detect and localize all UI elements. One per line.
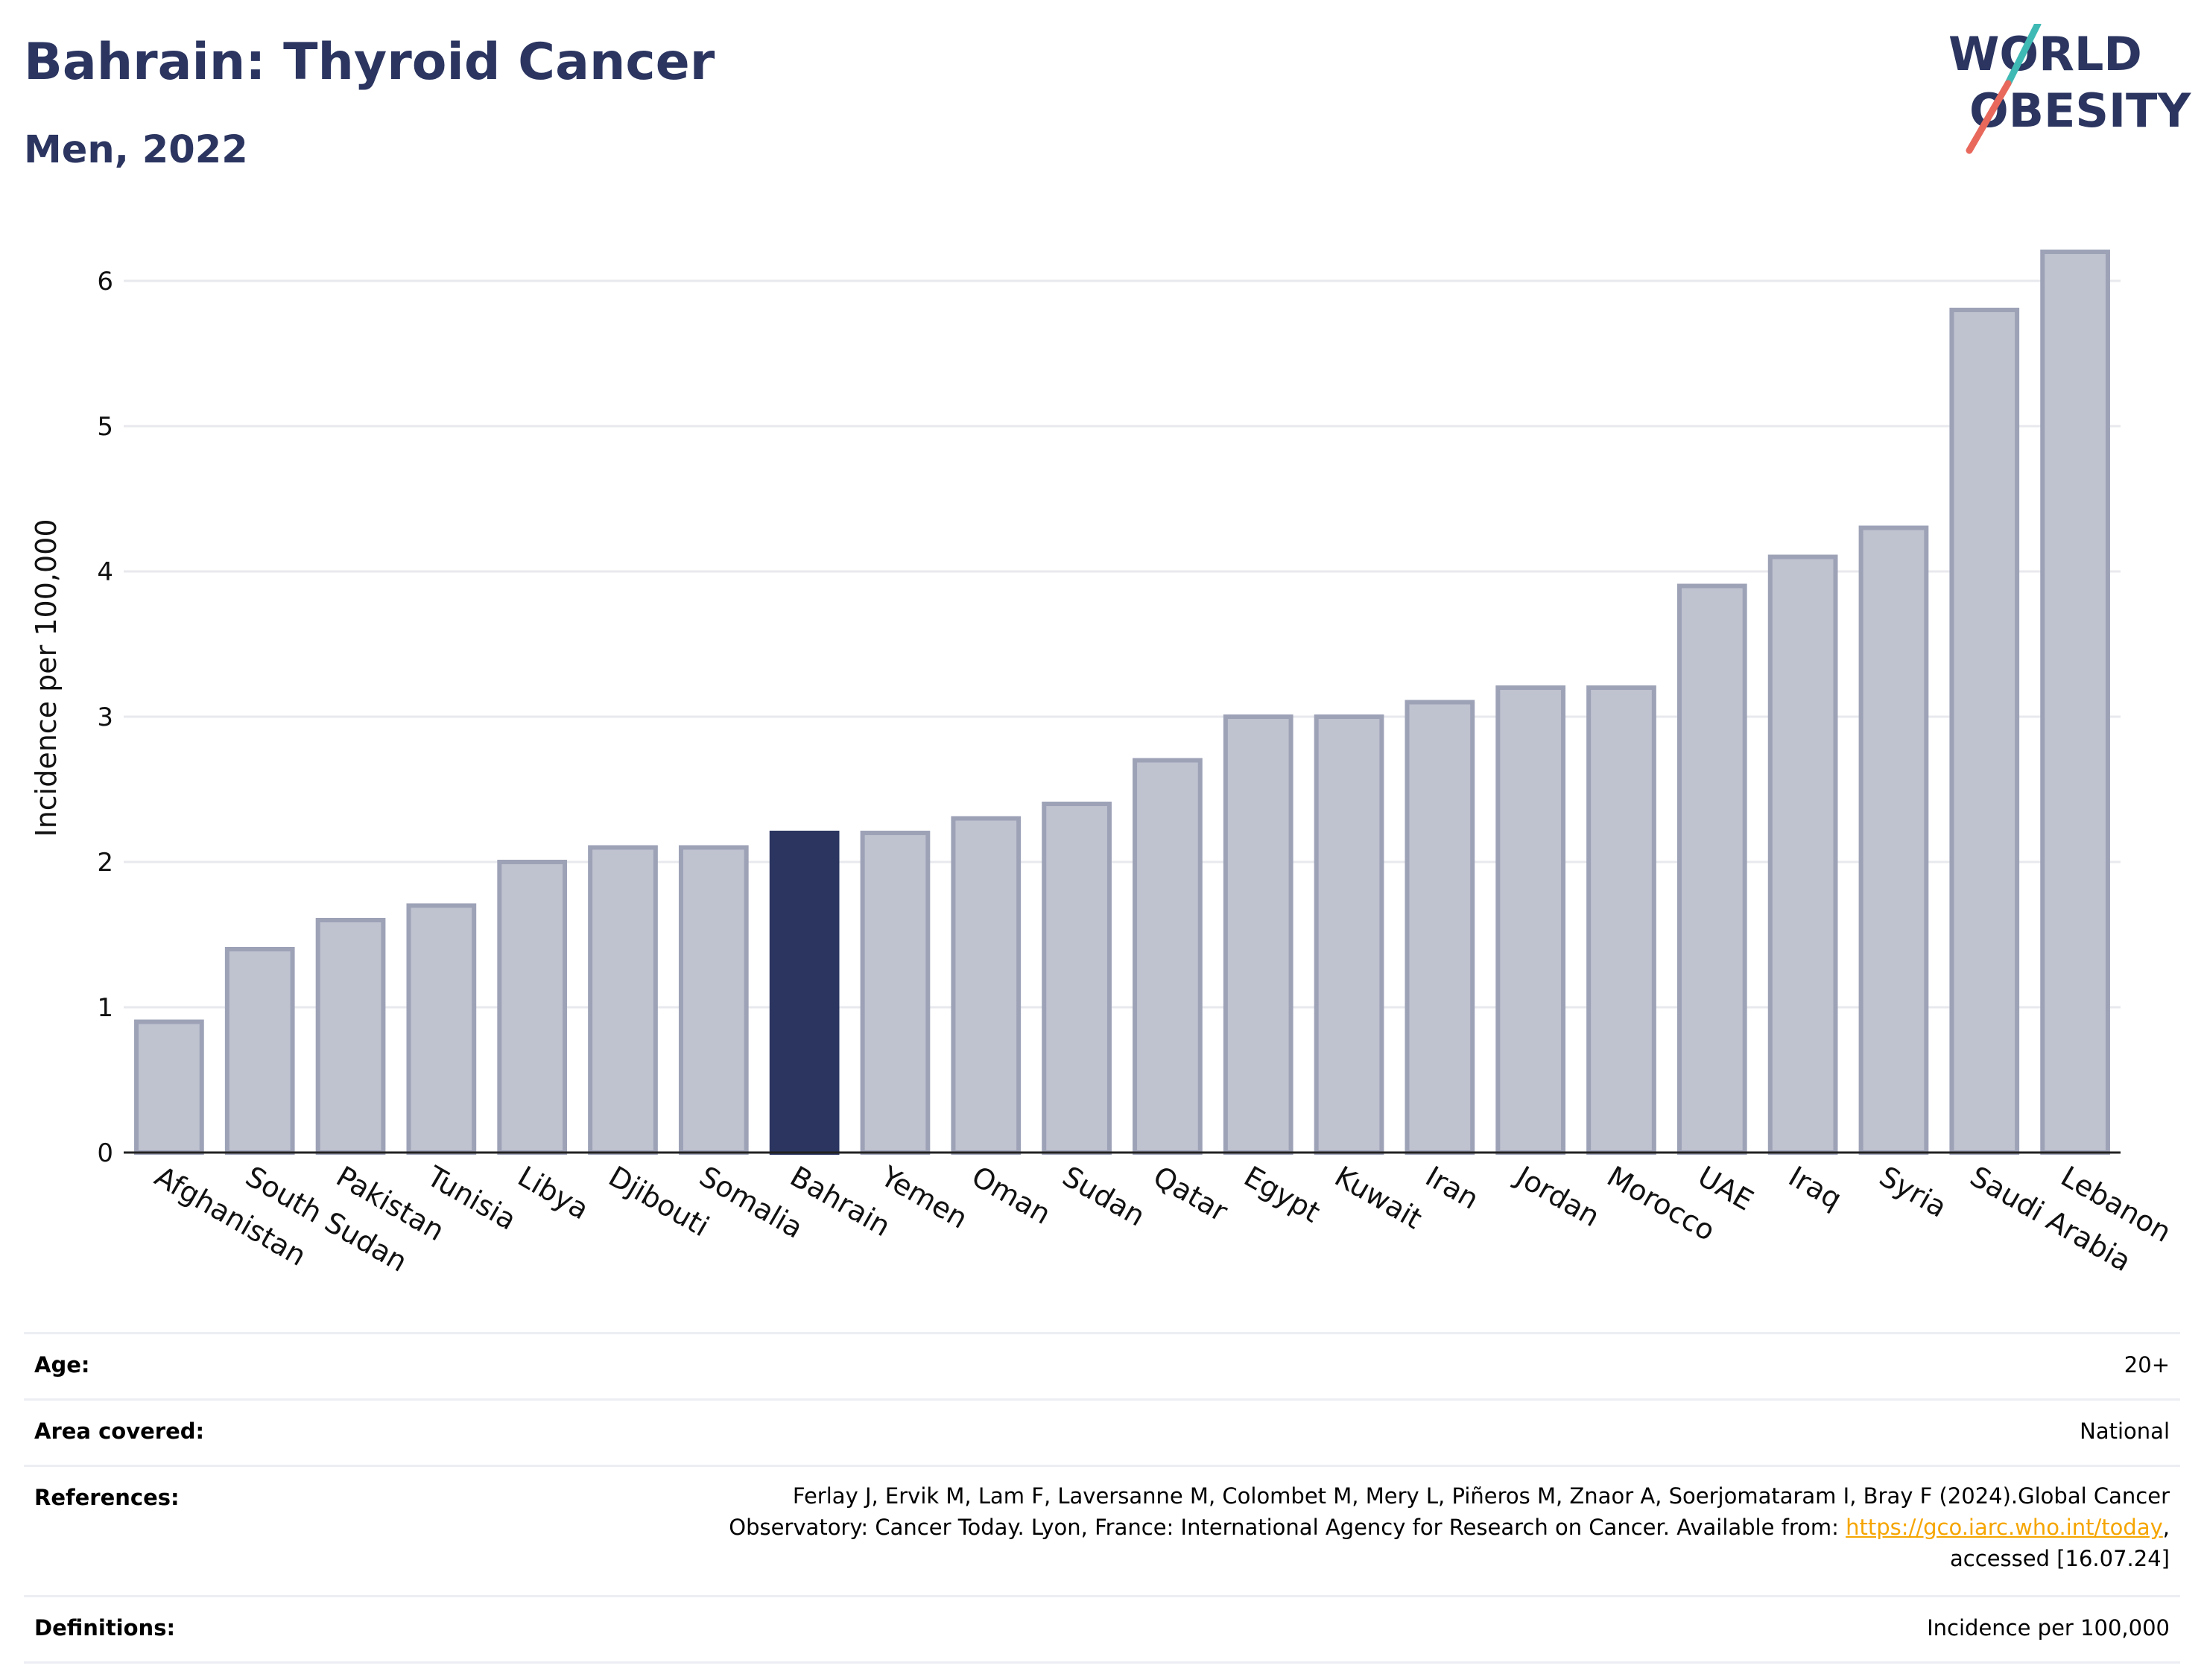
y-tick-label: 3 [97,703,113,732]
metadata-table: Age: 20+ Area covered: National Referenc… [24,1332,2180,1664]
meta-label-references: References: [34,1485,180,1510]
chart-subtitle: Men, 2022 [24,128,248,172]
bar-iraq[interactable] [1767,554,1838,1155]
bar-afghanistan[interactable] [134,1019,204,1155]
bars [134,250,2110,1155]
bar-egypt[interactable] [1223,714,1293,1155]
bar-pakistan[interactable] [315,918,386,1155]
bar-lebanon[interactable] [2040,250,2110,1155]
reference-link[interactable]: https://gco.iarc.who.int/today [1846,1515,2163,1540]
reference-line-3: accessed [16.07.24] [1950,1546,2170,1571]
y-tick-label: 5 [97,412,113,442]
x-tick-label: Jordan [1510,1159,1605,1234]
meta-row-definitions: Definitions: Incidence per 100,000 [24,1595,2180,1664]
x-tick-label: Afghanistan [149,1160,311,1272]
reference-line-1: Ferlay J, Ervik M, Lam F, Laversanne M, … [792,1483,2170,1509]
bar-uae[interactable] [1676,583,1747,1155]
meta-row-area-covered: Area covered: National [24,1398,2180,1465]
x-tick-label: Iraq [1783,1160,1847,1216]
y-tick-label: 0 [97,1138,113,1168]
x-tick-label: Oman [966,1160,1057,1231]
reference-line-2-text: Observatory: Cancer Today. Lyon, France:… [729,1515,1846,1540]
meta-value-age: 20+ [2124,1352,2170,1378]
bar-yemen[interactable] [860,831,931,1155]
y-tick-label: 1 [97,993,113,1023]
meta-value-area-covered: National [2080,1419,2170,1444]
bar-djibouti[interactable] [588,845,658,1155]
logo-line-world: WORLD [1948,27,2142,81]
x-tick-label: Bahrain [785,1160,896,1243]
world-obesity-logo: WORLD OBESITY [1948,24,2191,154]
x-tick-label: Djibouti [604,1160,715,1243]
bar-tunisia[interactable] [406,903,477,1155]
reference-line-2: Observatory: Cancer Today. Lyon, France:… [729,1512,2170,1543]
bar-qatar[interactable] [1133,758,1203,1155]
logo-slash-teal [2004,24,2042,87]
y-tick-label: 2 [97,848,113,878]
chart-title: Bahrain: Thyroid Cancer [24,33,715,92]
y-axis-label: Incidence per 100,000 [30,519,63,837]
x-tick-label: Iran [1420,1160,1484,1216]
bar-kuwait[interactable] [1314,714,1384,1155]
x-tick-label: Kuwait [1329,1160,1428,1236]
meta-label-age: Age: [34,1352,90,1378]
x-tick-label: Somalia [694,1160,808,1245]
meta-value-definitions: Incidence per 100,000 [1927,1615,2170,1641]
meta-label-area-covered: Area covered: [34,1419,205,1444]
bar-south-sudan[interactable] [224,947,295,1155]
y-tick-label: 4 [97,557,113,587]
x-tick-label: Sudan [1057,1160,1151,1233]
x-tick-label: Libya [513,1160,595,1226]
logo-slash-coral [1966,80,2012,154]
bar-sudan[interactable] [1042,802,1112,1155]
bar-oman[interactable] [951,816,1022,1155]
bar-syria[interactable] [1858,525,1929,1155]
x-tick-label: Egypt [1238,1160,1326,1229]
meta-value-references: Ferlay J, Ervik M, Lam F, Laversanne M, … [729,1480,2170,1574]
bar-morocco[interactable] [1586,685,1656,1155]
bar-bahrain[interactable] [769,831,840,1155]
y-axis-ticks: 0 1 2 3 4 5 6 [97,267,113,1168]
meta-row-references: References: Ferlay J, Ervik M, Lam F, La… [24,1465,2180,1595]
y-tick-label: 6 [97,267,113,297]
bar-iran[interactable] [1405,700,1475,1155]
meta-row-age: Age: 20+ [24,1332,2180,1398]
bar-jordan[interactable] [1495,685,1566,1155]
x-tick-label: Syria [1874,1160,1952,1224]
reference-line-2-end: , [2162,1515,2170,1540]
meta-label-definitions: Definitions: [34,1615,176,1641]
x-tick-label: Qatar [1147,1160,1233,1229]
bar-saudi-arabia[interactable] [1949,308,2020,1155]
bar-somalia[interactable] [678,845,749,1155]
bar-libya[interactable] [497,860,568,1155]
